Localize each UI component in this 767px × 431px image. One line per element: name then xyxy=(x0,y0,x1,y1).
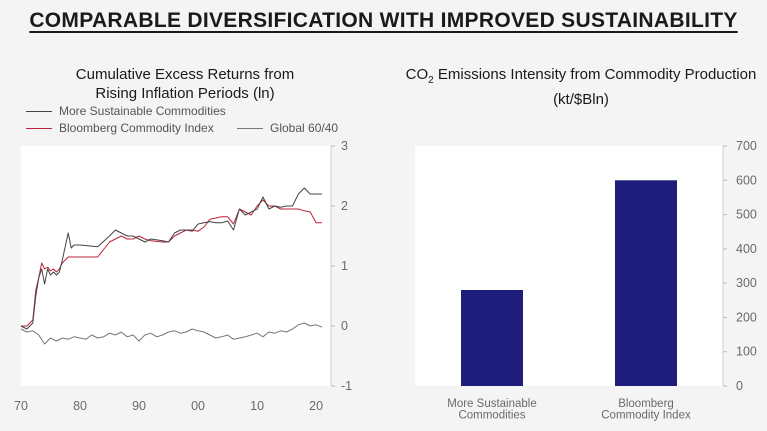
right-chart-title-suffix: Emissions Intensity from Commodity Produ… xyxy=(433,66,757,83)
left-ytick-label: 3 xyxy=(341,139,348,153)
right-ytick-label: 400 xyxy=(736,242,757,256)
left-xtick-label: 80 xyxy=(73,399,87,413)
legend-item-bcom: Bloomberg Commodity Index xyxy=(26,121,214,135)
left-chart-title-line1: Cumulative Excess Returns from xyxy=(75,66,295,83)
left-ytick-label: 1 xyxy=(341,259,348,273)
bar-category-label: Commodities xyxy=(458,410,525,422)
legend-swatch-sustainable xyxy=(26,110,52,112)
bar-category-label: More Sustainable xyxy=(447,398,537,410)
right-ytick-label: 600 xyxy=(736,173,757,187)
legend-swatch-bcom xyxy=(26,127,52,129)
left-xtick-label: 20 xyxy=(309,399,323,413)
right-chart-title: CO2 Emissions Intensity from Commodity P… xyxy=(395,65,767,109)
right-ytick-label: 300 xyxy=(736,276,757,290)
bar-category-label: Bloomberg xyxy=(618,398,674,410)
right-chart-title-line1: CO2 Emissions Intensity from Commodity P… xyxy=(395,65,767,90)
series-line-more-sustainable-commodities xyxy=(20,187,322,330)
legend-item-6040: Global 60/40 xyxy=(237,121,338,135)
right-ytick-label: 700 xyxy=(736,139,757,153)
series-line-global-60-40 xyxy=(20,322,323,345)
right-chart-title-subscript: 2 xyxy=(428,75,434,86)
page-title: COMPARABLE DIVERSIFICATION WITH IMPROVED… xyxy=(29,9,738,32)
legend-swatch-6040 xyxy=(237,127,263,129)
left-xtick-label: 70 xyxy=(14,399,28,413)
left-plot-area xyxy=(21,146,331,386)
bar-more-sustainable-commodities xyxy=(461,290,523,386)
bar-category-label: Commodity Index xyxy=(601,410,691,422)
left-ytick-label: -1 xyxy=(341,379,352,393)
right-ytick-label: 500 xyxy=(736,208,757,222)
left-chart-title: Cumulative Excess Returns from Rising In… xyxy=(20,65,350,103)
bar-bloomberg-commodity-index xyxy=(615,180,677,386)
right-ytick-label: 100 xyxy=(736,345,757,359)
right-chart-title-line2: (kt/$Bln) xyxy=(553,91,609,108)
left-ytick-label: 2 xyxy=(341,199,348,213)
legend-label-sustainable: More Sustainable Commodities xyxy=(59,104,226,118)
right-chart-title-prefix: CO xyxy=(405,66,429,83)
legend-label-6040: Global 60/40 xyxy=(270,121,339,135)
left-xtick-label: 90 xyxy=(132,399,146,413)
legend-label-bcom: Bloomberg Commodity Index xyxy=(59,121,214,135)
left-ytick-label: 0 xyxy=(341,319,348,333)
legend-item-sustainable: More Sustainable Commodities xyxy=(26,104,226,118)
right-ytick-label: 200 xyxy=(736,310,757,324)
left-chart-title-line2: Rising Inflation Periods (ln) xyxy=(95,85,275,102)
left-xtick-label: 10 xyxy=(250,399,264,413)
right-ytick-label: 0 xyxy=(736,379,743,393)
left-xtick-label: 00 xyxy=(191,399,205,413)
